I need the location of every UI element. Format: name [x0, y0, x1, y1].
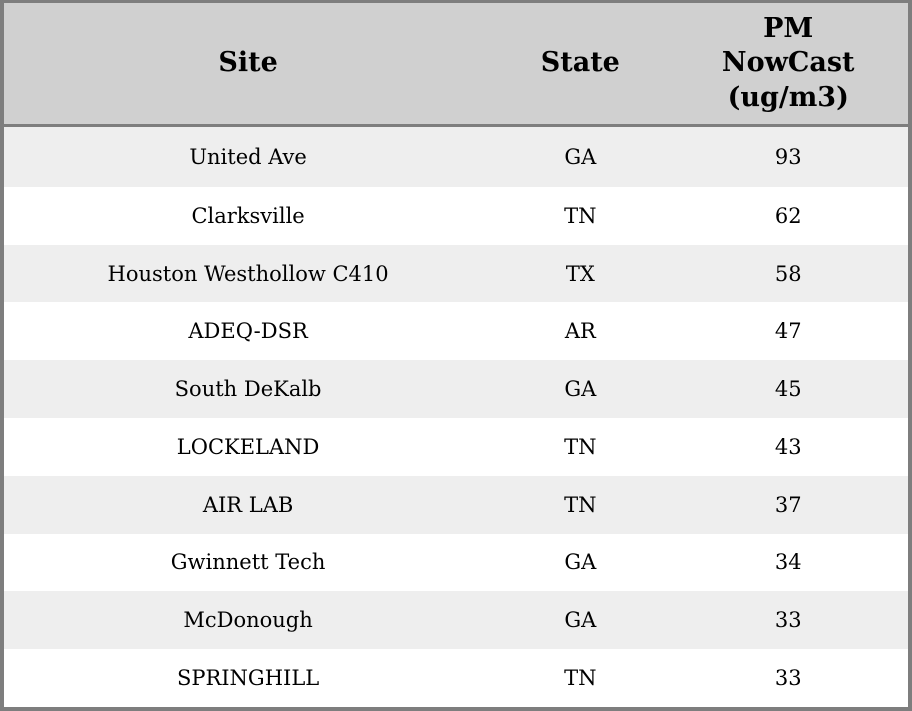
table-row: Clarksville TN 62 [4, 186, 908, 245]
pm-nowcast-cell: 34 [668, 533, 908, 592]
site-cell: Houston Westhollow C410 [4, 244, 493, 303]
pm-nowcast-cell: 62 [668, 186, 908, 245]
pm-nowcast-cell: 58 [668, 244, 908, 303]
state-cell: TN [492, 475, 669, 534]
site-cell: ADEQ-DSR [4, 302, 493, 361]
pm-nowcast-cell: 33 [668, 649, 908, 707]
column-header-state: State [492, 3, 669, 127]
site-cell: LOCKELAND [4, 418, 493, 476]
site-cell: McDonough [4, 591, 493, 650]
site-cell: South DeKalb [4, 360, 493, 419]
site-cell: SPRINGHILL [4, 649, 493, 707]
state-cell: AR [492, 302, 669, 361]
pm-nowcast-cell: 37 [668, 475, 908, 534]
table-row: McDonough GA 33 [4, 591, 908, 650]
site-cell: Gwinnett Tech [4, 533, 493, 592]
state-cell: GA [492, 591, 669, 650]
table-row: ADEQ-DSR AR 47 [4, 302, 908, 361]
state-cell: GA [492, 125, 669, 187]
pm-nowcast-cell: 45 [668, 360, 908, 419]
data-table: Site State PM NowCast (ug/m3) United Ave… [4, 3, 908, 707]
column-header-site: Site [4, 3, 493, 127]
state-cell: TX [492, 244, 669, 303]
table-row: Gwinnett Tech GA 34 [4, 533, 908, 592]
pm-nowcast-cell: 93 [668, 125, 908, 187]
table-row: AIR LAB TN 37 [4, 475, 908, 534]
table-row: Houston Westhollow C410 TX 58 [4, 244, 908, 303]
pm-nowcast-cell: 47 [668, 302, 908, 361]
state-cell: TN [492, 649, 669, 707]
column-header-pm-nowcast: PM NowCast (ug/m3) [668, 3, 908, 127]
state-cell: TN [492, 418, 669, 476]
state-cell: GA [492, 360, 669, 419]
table-row: SPRINGHILL TN 33 [4, 649, 908, 707]
pm-nowcast-cell: 33 [668, 591, 908, 650]
header-row: Site State PM NowCast (ug/m3) [4, 3, 908, 127]
site-cell: AIR LAB [4, 475, 493, 534]
table-row: South DeKalb GA 45 [4, 360, 908, 419]
table-row: LOCKELAND TN 43 [4, 418, 908, 476]
site-cell: Clarksville [4, 186, 493, 245]
table-row: United Ave GA 93 [4, 125, 908, 187]
pm-nowcast-cell: 43 [668, 418, 908, 476]
site-cell: United Ave [4, 125, 493, 187]
state-cell: GA [492, 533, 669, 592]
state-cell: TN [492, 186, 669, 245]
